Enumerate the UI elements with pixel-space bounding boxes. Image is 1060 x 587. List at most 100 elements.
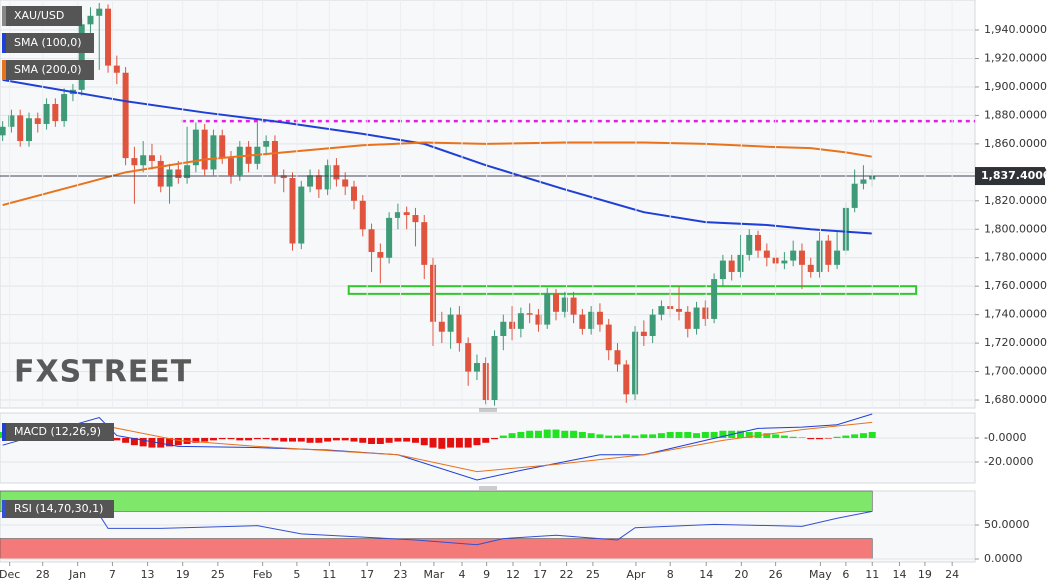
histogram-bar [166, 437, 174, 447]
candle-body [96, 8, 103, 16]
histogram-bar [332, 437, 340, 441]
candle-body [412, 215, 419, 223]
candle-body [52, 104, 59, 122]
candle-body [289, 178, 296, 244]
histogram-bar [649, 434, 657, 438]
histogram-bar [473, 437, 481, 446]
rsi-title: RSI (14,70,30,1) [14, 502, 103, 515]
y-tick-label: 1,720.0000 [984, 336, 1047, 349]
histogram-bar [455, 437, 463, 448]
candle-body [456, 314, 463, 344]
legend-swatch [2, 60, 6, 80]
x-tick-label: 20 [734, 568, 748, 581]
candle-body [192, 129, 199, 166]
histogram-bar [157, 437, 165, 448]
histogram-bar [218, 437, 226, 440]
histogram-bar [605, 435, 613, 438]
histogram-bar [289, 437, 296, 442]
candle-body [640, 331, 647, 336]
y-tick-label: 1,740.0000 [984, 308, 1047, 321]
candle-body [131, 158, 138, 166]
candle-body [403, 212, 410, 216]
histogram-bar [710, 431, 718, 438]
indicator-line [2, 510, 873, 546]
candle-body [342, 179, 349, 187]
histogram-bar [754, 431, 762, 438]
histogram-bar [578, 431, 586, 438]
panel-handles [479, 408, 497, 490]
y-tick-label: 1,900.0000 [984, 80, 1047, 93]
macd-title: MACD (12,26,9) [14, 425, 101, 438]
rsi-band [0, 490, 873, 512]
histogram-bar [859, 433, 867, 438]
candle-body [122, 72, 129, 159]
candle-body [500, 321, 507, 336]
histogram-bar [271, 437, 279, 441]
candle-body [544, 293, 551, 325]
candle-body [816, 240, 823, 272]
candle-body [465, 343, 472, 372]
x-tick-label: 19 [176, 568, 190, 581]
indicator-line [2, 78, 873, 235]
candle-body [140, 155, 147, 166]
y-tick-label: 1,860.0000 [984, 137, 1047, 150]
candle-body [307, 175, 314, 187]
candle-body [596, 311, 603, 325]
panel-label-box [2, 423, 114, 441]
candle-body [324, 165, 331, 190]
candle-body [517, 313, 524, 329]
candle-body [588, 311, 595, 329]
histogram-bar [807, 437, 815, 440]
histogram-bar [148, 437, 156, 448]
price-tag-label: 1,837.4000 [981, 169, 1051, 182]
histogram-bar [130, 437, 138, 446]
histogram-bar [526, 430, 534, 438]
legend-label: SMA (200,0) [14, 63, 82, 76]
candle-body [702, 307, 709, 319]
legend-label: XAU/USD [14, 9, 64, 22]
x-tick-label: 4 [459, 568, 466, 581]
y-tick-label: 50.0000 [984, 518, 1030, 531]
x-tick-label: 6 [842, 568, 849, 581]
x-tick-label: 11 [865, 568, 879, 581]
histogram-bar [139, 437, 147, 447]
y-tick-label: 1,880.0000 [984, 108, 1047, 121]
main-panel [0, 0, 976, 409]
histogram-bar [631, 435, 639, 438]
legend-swatch [2, 33, 6, 53]
histogram-bar [411, 437, 419, 443]
y-tick-label: 1,780.0000 [984, 251, 1047, 264]
histogram-bar [763, 433, 771, 438]
histogram-bar [429, 437, 437, 448]
histogram-bar [789, 436, 797, 438]
candle-body [333, 165, 340, 180]
candle-body [851, 183, 858, 208]
histogram-bar [464, 437, 472, 448]
candle-body [377, 252, 384, 258]
x-tick-label: 5 [293, 568, 300, 581]
histogram-bar [227, 437, 235, 440]
candle-body [719, 260, 726, 280]
histogram-bar [587, 433, 595, 438]
candle-body [113, 65, 120, 73]
x-tick-label: 22 [560, 568, 574, 581]
y-tick-label: 1,760.0000 [984, 279, 1047, 292]
candle-body [184, 165, 191, 179]
histogram-bar [534, 430, 542, 438]
histogram-bar [253, 437, 261, 440]
x-tick-label: 23 [394, 568, 408, 581]
candle-body [0, 126, 6, 136]
indicator-line [2, 421, 873, 473]
candle-body [298, 186, 305, 244]
histogram-bar [262, 437, 270, 440]
histogram-bar [868, 431, 876, 438]
macd-panel [0, 412, 976, 484]
histogram-bar [596, 434, 604, 438]
candle-body [350, 186, 357, 201]
legend-label: SMA (100,0) [14, 36, 82, 49]
x-tick-label: 7 [109, 568, 116, 581]
candle-body [34, 118, 41, 124]
histogram-bar [833, 436, 841, 438]
